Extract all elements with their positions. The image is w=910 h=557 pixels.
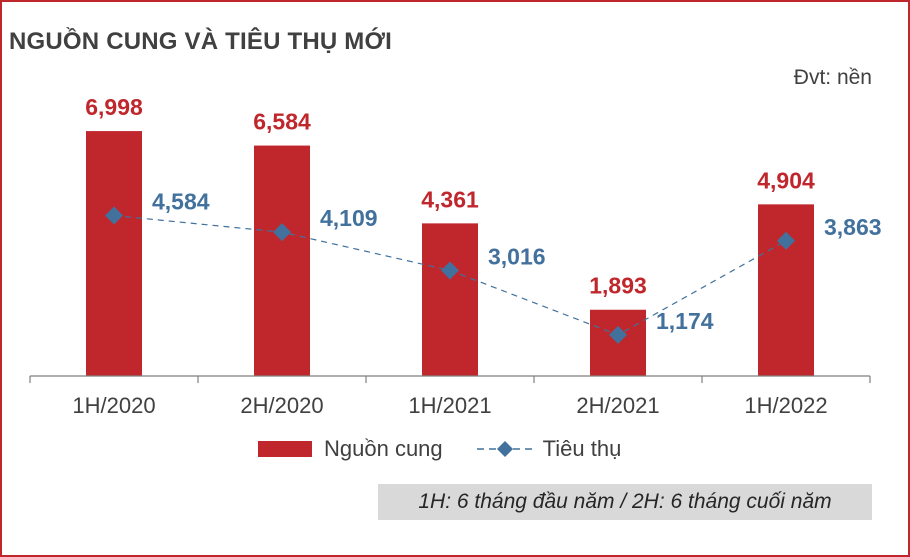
unit-label: Đvt: nền [793,66,872,89]
bar-1H/2021 [422,223,478,376]
bar-value-label: 6,998 [85,94,143,120]
chart-svg: 1H/2020 2H/2020 1H/2021 2H/2021 1H/2022 6,998… [29,94,882,418]
bar-value-label: 6,584 [253,109,311,135]
chart-title: NGUỒN CUNG VÀ TIÊU THỤ MỚI [9,28,393,55]
bar-value-label: 4,361 [421,186,479,212]
bar-2H/2020 [254,145,310,376]
bar-1H/2020 [86,131,142,376]
legend: Nguồn cung Tiêu thụ [258,436,621,462]
consumption-value-label: 3,863 [824,214,882,240]
consumption-value-label: 4,584 [152,189,210,215]
tick-label-1H/2022: 1H/2022 [744,393,827,418]
legend-supply-swatch [258,441,312,457]
footnote: 1H: 6 tháng đầu năm / 2H: 6 tháng cuối n… [378,484,872,520]
consumption-marker [441,261,459,280]
tick-label-1H/2020: 1H/2020 [72,393,155,418]
tick-label-2H/2021: 2H/2021 [576,393,659,418]
consumption-value-label: 4,109 [320,205,378,231]
consumption-marker [777,231,795,250]
tick-label-1H/2021: 1H/2021 [408,393,491,418]
bar-value-label: 1,893 [589,273,647,299]
legend-supply-label: Nguồn cung [324,436,443,461]
consumption-marker [609,325,627,344]
legend-consumption-label: Tiêu thụ [542,436,622,461]
consumption-marker [273,223,291,242]
tick-label-2H/2020: 2H/2020 [240,393,323,418]
bar-1H/2022 [758,204,814,376]
consumption-value-label: 1,174 [656,308,714,334]
bar-value-label: 4,904 [757,167,815,193]
legend-consumption-swatch [476,441,533,457]
consumption-marker [105,206,123,225]
consumption-value-label: 3,016 [488,243,546,269]
